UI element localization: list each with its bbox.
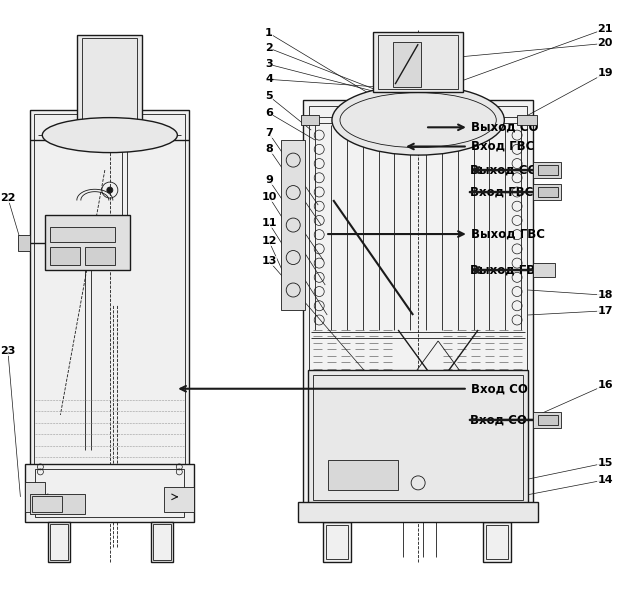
Text: 4: 4: [265, 74, 273, 85]
Text: 18: 18: [598, 290, 612, 300]
Text: Вход ГВС: Вход ГВС: [470, 185, 534, 199]
Bar: [538, 415, 558, 425]
Bar: [32, 496, 62, 512]
Bar: [46, 215, 131, 270]
Bar: [31, 494, 86, 514]
Circle shape: [107, 187, 113, 193]
Text: Вход СО: Вход СО: [471, 382, 528, 395]
Bar: [18, 235, 31, 251]
Text: 22: 22: [0, 193, 16, 203]
Text: 15: 15: [598, 458, 612, 468]
Text: Вход ГВС: Вход ГВС: [471, 140, 534, 153]
Text: 6: 6: [265, 108, 273, 118]
Text: 20: 20: [598, 38, 612, 49]
Bar: [323, 522, 351, 562]
Bar: [36, 469, 184, 517]
Text: Выход СО: Выход СО: [471, 121, 538, 134]
Text: 7: 7: [265, 128, 273, 139]
Bar: [281, 140, 305, 310]
Bar: [378, 35, 458, 89]
Bar: [373, 32, 463, 92]
Bar: [48, 522, 71, 562]
Bar: [308, 370, 528, 505]
Bar: [51, 227, 116, 242]
Bar: [31, 110, 189, 510]
Bar: [538, 187, 558, 197]
Bar: [26, 482, 46, 512]
Bar: [51, 524, 68, 560]
Text: Вход СО: Вход СО: [470, 413, 527, 427]
Bar: [26, 464, 194, 522]
Bar: [313, 375, 523, 500]
Bar: [309, 106, 527, 499]
Text: 13: 13: [261, 256, 277, 266]
Text: 12: 12: [261, 236, 277, 246]
Bar: [486, 525, 508, 559]
Text: 11: 11: [261, 218, 277, 228]
Bar: [533, 162, 561, 178]
Bar: [533, 184, 561, 200]
Text: 9: 9: [265, 175, 273, 185]
Text: 8: 8: [265, 144, 273, 154]
Bar: [301, 115, 319, 125]
Bar: [393, 42, 421, 87]
Bar: [78, 35, 142, 132]
Bar: [86, 247, 116, 265]
Bar: [82, 38, 138, 129]
Bar: [533, 263, 555, 277]
Bar: [151, 522, 173, 562]
Text: 14: 14: [598, 475, 613, 485]
Text: 5: 5: [265, 91, 272, 101]
Bar: [328, 460, 398, 490]
Text: 21: 21: [598, 24, 612, 34]
Bar: [298, 502, 538, 522]
Ellipse shape: [42, 118, 177, 152]
Text: 16: 16: [598, 380, 613, 390]
Text: 1: 1: [265, 28, 273, 38]
Text: Выход СО: Выход СО: [470, 164, 538, 176]
Text: Выход ГВС: Выход ГВС: [470, 263, 544, 277]
Bar: [34, 114, 185, 506]
Bar: [533, 412, 561, 428]
Text: 17: 17: [598, 306, 612, 316]
Ellipse shape: [332, 85, 504, 155]
Text: Выход ГВС: Выход ГВС: [471, 227, 545, 241]
Bar: [326, 525, 348, 559]
Text: 2: 2: [265, 43, 273, 53]
Text: 23: 23: [0, 346, 16, 356]
Bar: [483, 522, 511, 562]
Text: 10: 10: [261, 192, 277, 202]
Bar: [538, 165, 558, 175]
Text: 3: 3: [265, 59, 272, 70]
Bar: [153, 524, 171, 560]
Bar: [303, 100, 533, 505]
Bar: [51, 247, 81, 265]
Bar: [164, 487, 194, 512]
Text: 19: 19: [598, 68, 613, 79]
Bar: [517, 115, 537, 125]
